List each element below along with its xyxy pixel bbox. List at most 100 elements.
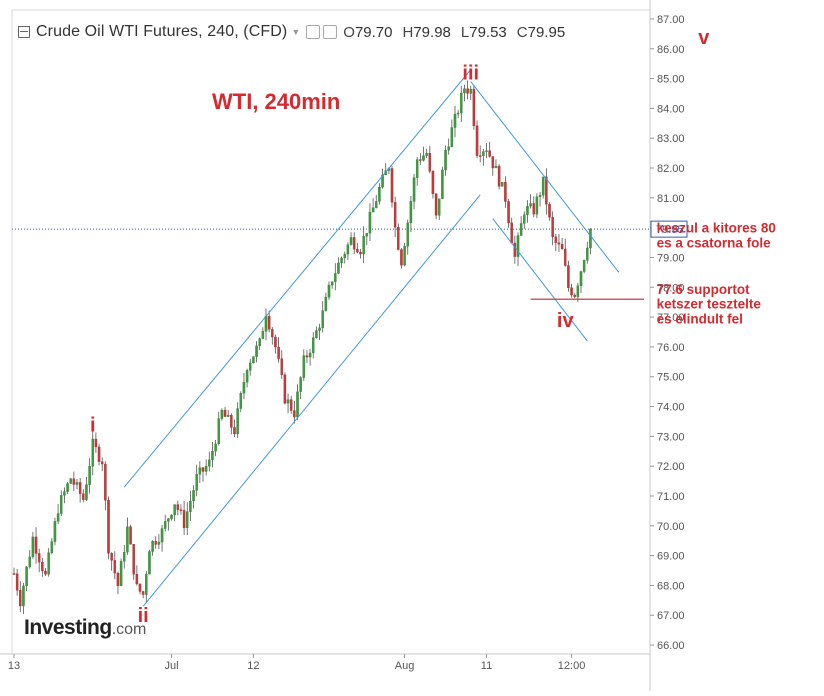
candle-body (19, 590, 22, 607)
caret-down-icon[interactable]: ▼ (291, 27, 301, 37)
candle-body (447, 146, 450, 151)
candle-body (116, 572, 120, 586)
candle-body (230, 415, 233, 428)
candle-body (381, 174, 384, 188)
candle-body (179, 509, 183, 511)
candle-body (104, 463, 107, 501)
candle-body (97, 446, 101, 462)
candle-body (431, 171, 435, 194)
candle-body (425, 153, 428, 156)
candle-body (526, 206, 529, 215)
candle-body (185, 511, 189, 529)
candle-body (573, 294, 576, 297)
price-tick-label: 67.00 (657, 610, 685, 622)
candle-body (365, 232, 369, 237)
candle-body (302, 355, 306, 378)
candle-body (444, 150, 447, 171)
candle-body (589, 228, 592, 249)
chart-title: WTI, 240min (212, 89, 340, 114)
candle-body (283, 374, 287, 404)
settings-icon[interactable] (306, 25, 321, 39)
price-tick-label: 66.00 (657, 640, 685, 652)
candle-body (409, 201, 413, 224)
price-tick-label: 75.00 (657, 372, 685, 384)
price-tick-label: 83.00 (657, 133, 685, 145)
candle-body (154, 541, 157, 545)
plot-frame (11, 9, 651, 655)
candle-body (397, 227, 400, 250)
annotation-text: es a csatorna fole (657, 236, 772, 251)
candle-body (321, 310, 324, 329)
candle-body (217, 418, 220, 445)
candle-body (201, 467, 205, 472)
price-tick-label: 86.00 (657, 44, 685, 56)
candle-body (428, 153, 432, 172)
candle-body (170, 514, 173, 519)
candle-body (406, 222, 409, 247)
candle-body (456, 112, 460, 115)
candle-body (34, 536, 38, 554)
candle-body (126, 526, 129, 553)
logo-suffix: .com (111, 621, 147, 638)
candle-body (567, 265, 570, 288)
candle-body (264, 315, 268, 332)
candle-body (485, 150, 488, 152)
collapse-icon[interactable] (18, 26, 30, 38)
time-tick-label: 12:00 (558, 660, 586, 672)
candle-body (113, 560, 117, 574)
candle-body (63, 491, 66, 496)
candle-body (211, 451, 214, 460)
current-price-label: 79.95 (656, 224, 684, 236)
candle-body (167, 518, 170, 522)
candle-body (75, 482, 79, 485)
price-tick-label: 85.00 (657, 74, 685, 86)
candle-body (233, 427, 236, 435)
candle-body (346, 244, 350, 255)
candle-body (214, 443, 217, 452)
candle-body (236, 408, 239, 435)
candle-body (463, 88, 466, 94)
close-value: C79.95 (516, 23, 566, 41)
candle-body (400, 249, 403, 266)
price-tick-label: 77.00 (657, 312, 685, 324)
candle-body (37, 553, 41, 563)
candle-body (497, 165, 501, 187)
candle-body (277, 346, 280, 359)
candle-body (100, 461, 104, 465)
candle-body (541, 176, 545, 196)
price-tick-label: 82.00 (657, 163, 685, 175)
candle-body (582, 260, 586, 272)
candle-body (523, 214, 526, 224)
candle-body (579, 271, 583, 286)
candle-body (378, 186, 381, 202)
candle-body (173, 504, 176, 516)
candle-body (570, 287, 573, 296)
candle-body (15, 573, 19, 591)
price-tick-label: 70.00 (657, 521, 685, 533)
candle-body (308, 352, 312, 358)
wave-label: i (90, 414, 96, 436)
open-value: O79.70 (343, 23, 393, 41)
high-value: H79.98 (402, 23, 451, 41)
time-tick-label: Aug (395, 660, 415, 672)
candle-body (576, 285, 580, 297)
low-value: L79.53 (460, 23, 507, 41)
candle-body (469, 89, 472, 94)
candle-body (441, 169, 444, 199)
candle-body (557, 242, 561, 245)
candle-body (91, 438, 95, 467)
candle-body (289, 399, 293, 411)
candle-body (315, 330, 318, 338)
candle-body (564, 248, 567, 266)
close-icon[interactable] (323, 25, 338, 39)
price-tick-label: 79.00 (657, 252, 685, 264)
candle-body (554, 236, 558, 243)
candle-body (151, 541, 154, 552)
candle-body (94, 438, 98, 448)
candle-body (189, 500, 192, 512)
candle-body (330, 281, 334, 286)
candle-body (226, 415, 230, 417)
candle-body (88, 466, 91, 485)
